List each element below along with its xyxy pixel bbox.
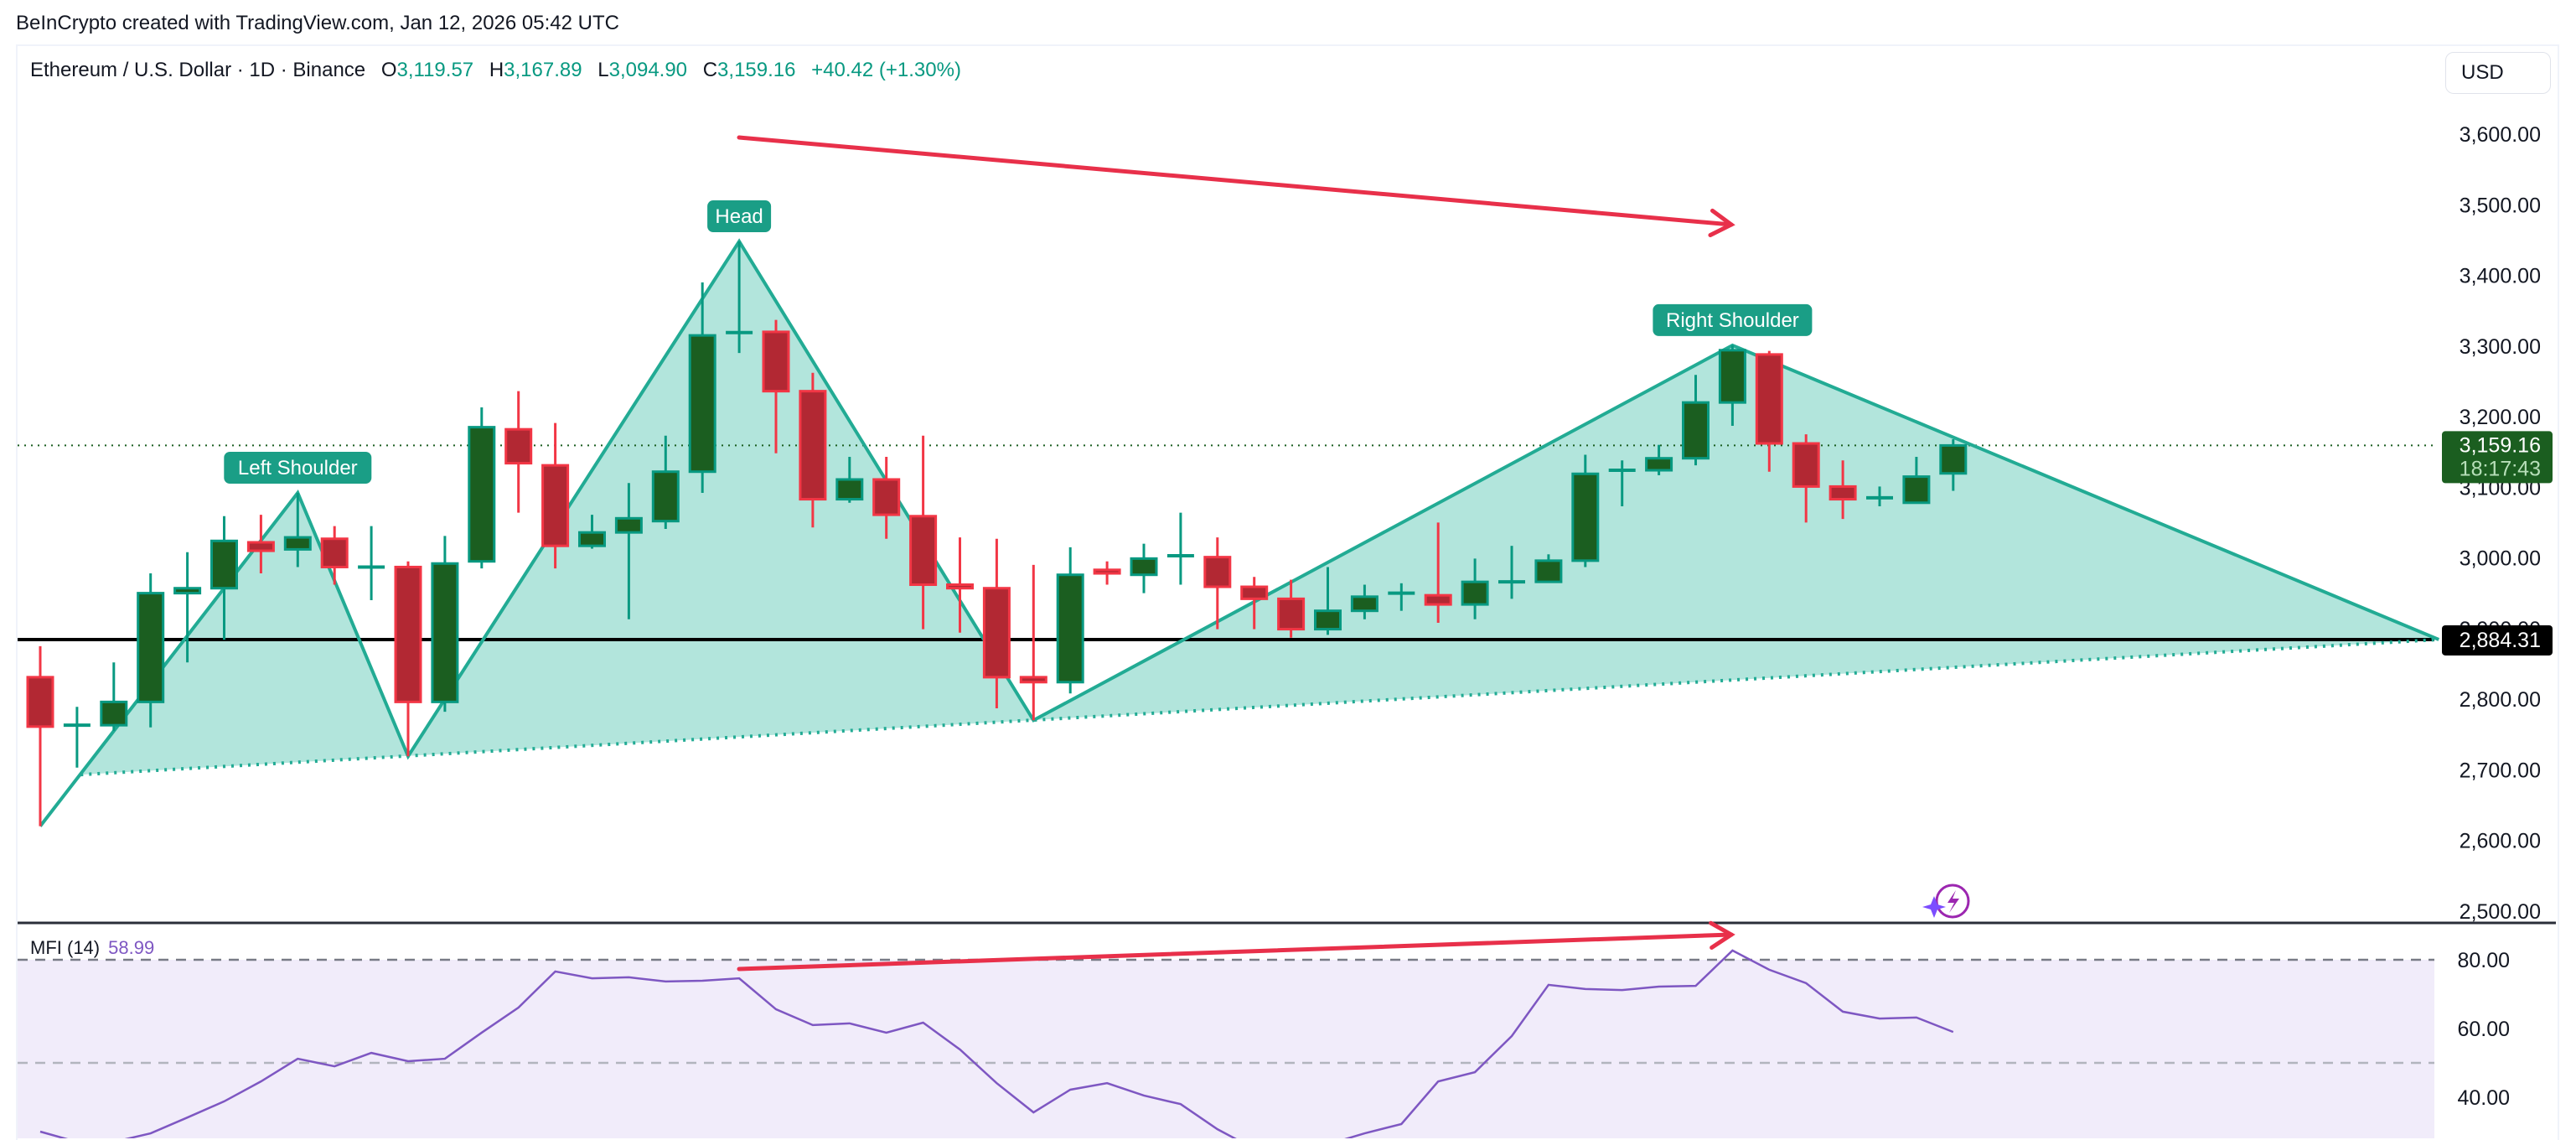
high-label: H: [489, 59, 504, 81]
mfi-axis-tick: 80.00: [2457, 949, 2510, 972]
candle-body[interactable]: [762, 330, 790, 393]
candle-body[interactable]: [1424, 593, 1452, 606]
candle-body[interactable]: [1902, 475, 1931, 505]
candle-body[interactable]: [651, 470, 680, 523]
candle-body[interactable]: [688, 334, 716, 474]
candle-body[interactable]: [1056, 573, 1084, 684]
candle-body[interactable]: [872, 478, 901, 516]
candle-body[interactable]: [210, 539, 238, 590]
left-shoulder-label-box[interactable]: [224, 451, 372, 484]
candle-body[interactable]: [1571, 472, 1600, 562]
candle-body[interactable]: [578, 531, 606, 547]
last-price-tag: [2442, 431, 2553, 484]
candle-body[interactable]: [283, 536, 312, 551]
candle-body[interactable]: [1203, 556, 1232, 588]
price-axis-tick: 3,200.00: [2460, 406, 2541, 429]
candle-body[interactable]: [799, 390, 827, 501]
candle-body[interactable]: [614, 516, 643, 534]
candle-body[interactable]: [468, 426, 496, 563]
right-shoulder-label-box[interactable]: [1653, 303, 1813, 336]
candle-body[interactable]: [100, 700, 128, 727]
price-trend-arrow[interactable]: [737, 135, 1734, 227]
low-label: L: [597, 59, 609, 81]
candle-body[interactable]: [320, 537, 349, 568]
close-value: 3,159.16: [717, 59, 796, 81]
candle-body[interactable]: [26, 676, 54, 728]
head-label: Head: [715, 205, 763, 228]
candle-body[interactable]: [1939, 443, 1968, 475]
left-shoulder-label: Left Shoulder: [238, 457, 358, 479]
candle-body[interactable]: [1682, 401, 1710, 460]
candle-body[interactable]: [1645, 457, 1673, 472]
mfi-value: 58.99: [108, 937, 155, 958]
bar-countdown: 18:17:43: [2460, 457, 2541, 480]
level-price-tag: [2442, 624, 2553, 656]
lightning-sparkle-icon[interactable]: [1922, 884, 1970, 919]
mfi-line[interactable]: [39, 949, 1954, 1138]
candle-body[interactable]: [982, 587, 1011, 679]
price-axis-tick: 2,800.00: [2460, 688, 2541, 712]
currency-button[interactable]: USD: [2445, 52, 2551, 94]
open-value: 3,119.57: [396, 59, 474, 81]
candle-body[interactable]: [173, 587, 202, 595]
candle-body[interactable]: [1829, 484, 1857, 501]
mfi-name: MFI (14): [30, 937, 101, 958]
candle-body[interactable]: [835, 478, 864, 501]
candle-body[interactable]: [137, 592, 165, 703]
high-value: 3,167.89: [504, 59, 582, 81]
change-value: +40.42 (+1.30%): [811, 59, 961, 81]
candle-body[interactable]: [1093, 568, 1121, 575]
chart-frame: [16, 44, 2559, 1140]
candle-body[interactable]: [1240, 585, 1269, 600]
head-and-shoulders-fill: [80, 241, 2439, 775]
symbol-legend: Ethereum / U.S. Dollar · 1D · Binance O3…: [30, 59, 961, 82]
price-axis-tick: 3,600.00: [2460, 123, 2541, 147]
chart-attribution: BeInCrypto created with TradingView.com,…: [16, 12, 619, 34]
price-axis-tick: 3,400.00: [2460, 265, 2541, 288]
mfi-axis-tick: 60.00: [2457, 1018, 2510, 1041]
candle-body[interactable]: [1019, 676, 1047, 684]
candle-body[interactable]: [504, 428, 533, 465]
candle-body[interactable]: [1350, 595, 1379, 613]
price-axis-tick: 2,600.00: [2460, 830, 2541, 853]
mfi-axis-tick: 40.00: [2457, 1086, 2510, 1110]
candle-body[interactable]: [246, 541, 275, 552]
last-price-value: 3,159.16: [2460, 433, 2541, 457]
head-label-box[interactable]: [707, 200, 772, 233]
low-value: 3,094.90: [608, 59, 688, 81]
candle-body[interactable]: [946, 583, 974, 590]
price-axis-tick: 3,000.00: [2460, 547, 2541, 571]
open-label: O: [380, 59, 397, 81]
candle-body[interactable]: [541, 464, 570, 547]
candle-body[interactable]: [394, 565, 422, 703]
mfi-band-background: [18, 960, 2434, 1138]
symbol-title[interactable]: Ethereum / U.S. Dollar · 1D · Binance: [30, 59, 366, 81]
mfi-trend-arrow[interactable]: [737, 932, 1734, 972]
candle-body[interactable]: [1314, 609, 1342, 631]
close-label: C: [702, 59, 718, 81]
candle-body[interactable]: [1277, 597, 1306, 631]
mfi-trend-arrow-head: [1709, 920, 1735, 950]
price-axis-tick: 3,500.00: [2460, 194, 2541, 217]
candle-body[interactable]: [1792, 442, 1820, 488]
candle-body[interactable]: [1130, 557, 1158, 577]
price-axis-tick: 2,500.00: [2460, 900, 2541, 924]
right-shoulder-label: Right Shoulder: [1666, 309, 1799, 332]
candle-body[interactable]: [1534, 559, 1563, 583]
candle-body[interactable]: [909, 515, 938, 587]
price-axis-tick: 2,700.00: [2460, 759, 2541, 782]
candle-body[interactable]: [1718, 349, 1746, 404]
candle-body[interactable]: [1461, 580, 1489, 606]
candle-body[interactable]: [431, 562, 459, 703]
price-trend-arrow-head: [1708, 208, 1735, 237]
candle-body[interactable]: [1755, 353, 1783, 445]
level-price-value: 2,884.31: [2460, 629, 2541, 652]
mfi-legend[interactable]: MFI (14) 58.99: [30, 937, 154, 959]
price-axis-tick: 3,300.00: [2460, 335, 2541, 359]
